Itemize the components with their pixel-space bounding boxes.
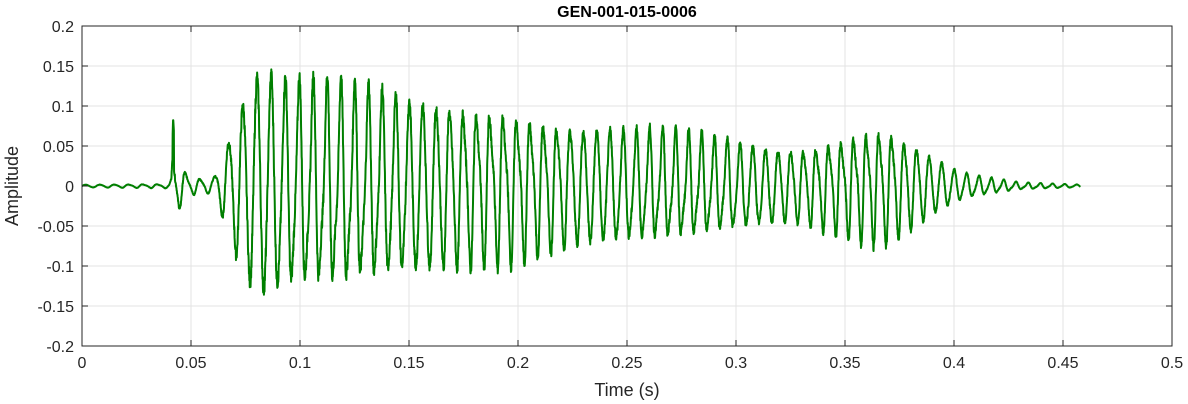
y-tick-label: -0.15 <box>38 299 75 316</box>
y-tick-label: -0.05 <box>38 219 75 236</box>
x-tick-label: 0.15 <box>393 355 424 372</box>
y-tick-label: -0.2 <box>46 339 74 356</box>
waveform-line <box>81 68 1082 296</box>
x-tick-label: 0.05 <box>175 355 206 372</box>
x-tick-label: 0.35 <box>829 355 860 372</box>
x-tick-label: 0 <box>78 355 87 372</box>
x-tick-label: 0.2 <box>507 355 529 372</box>
y-tick-label: 0.1 <box>52 99 74 116</box>
x-tick-label: 0.5 <box>1161 355 1183 372</box>
chart-title: GEN-001-015-0006 <box>557 4 697 21</box>
y-axis-ticks: -0.2 -0.15 -0.1 -0.05 0 0.05 0.1 0.15 0.2 <box>38 19 1172 356</box>
x-tick-label: 0.3 <box>725 355 747 372</box>
y-axis-label: Amplitude <box>2 146 22 226</box>
x-axis-ticks: 0 0.05 0.1 0.15 0.2 0.25 0.3 0.35 0.4 0.45 0.5 <box>78 26 1183 372</box>
y-tick-label: 0.05 <box>43 139 74 156</box>
x-tick-label: 0.4 <box>943 355 965 372</box>
y-tick-label: 0.2 <box>52 19 74 36</box>
x-tick-label: 0.1 <box>289 355 311 372</box>
x-axis-label: Time (s) <box>594 380 659 400</box>
waveform-series <box>81 68 1082 296</box>
y-tick-label: -0.1 <box>46 259 74 276</box>
x-tick-label: 0.25 <box>611 355 642 372</box>
x-tick-label: 0.45 <box>1047 355 1078 372</box>
y-tick-label: 0.15 <box>43 59 74 76</box>
y-tick-label: 0 <box>65 179 74 196</box>
